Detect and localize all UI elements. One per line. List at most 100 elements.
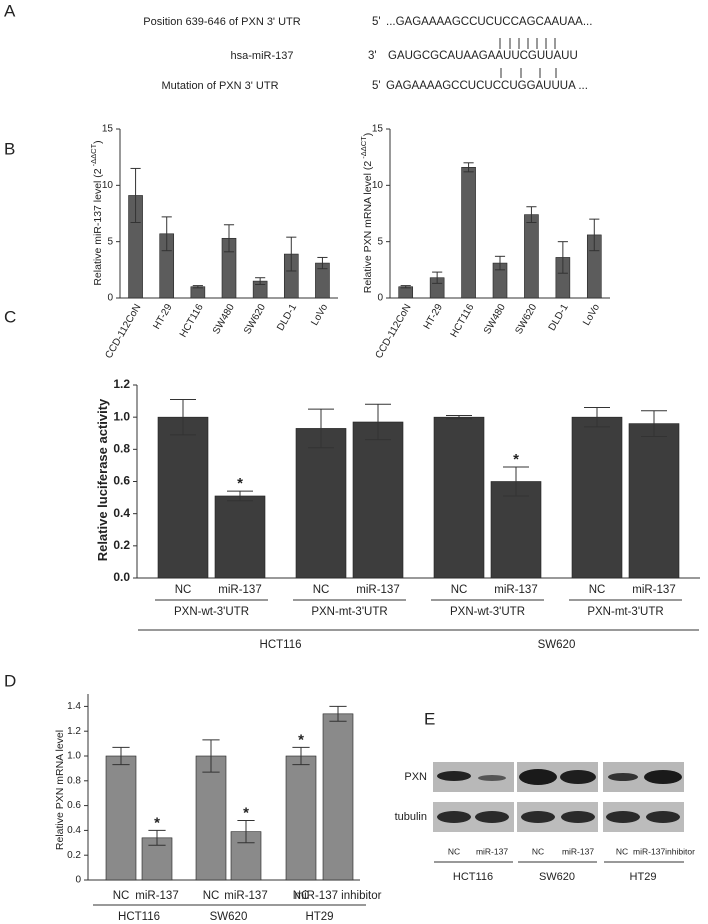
- y-tick-label: 0.2: [67, 850, 81, 861]
- x-tick-label: NC: [589, 584, 606, 596]
- x-tick-label: NC: [203, 890, 220, 902]
- error-bar: [329, 705, 347, 722]
- x-tick-label: HT-29: [422, 302, 445, 331]
- bar: [105, 755, 137, 881]
- y-tick-label: 10: [372, 180, 384, 191]
- y-axis-label-end: ): [362, 133, 374, 137]
- bar: [490, 481, 542, 579]
- x-tick-label: miR-137: [494, 584, 537, 596]
- error-bar: [400, 285, 411, 289]
- y-axis-label: Relative PXN mRNA level: [54, 730, 66, 850]
- y-axis-label: Relative miR-137 level (2 -ΔΔCT): [89, 140, 104, 285]
- bar: [190, 286, 206, 299]
- error-bar: [255, 277, 266, 285]
- error-bar: [227, 490, 253, 502]
- group-label: HCT116: [453, 871, 493, 883]
- y-axis-label-text: Relative PXN mRNA level (2: [362, 161, 374, 294]
- sequence: GAUGCGCAUAAGAAUUCGUUAUU: [388, 50, 578, 62]
- y-axis-label-end: ): [92, 140, 104, 144]
- y-tick-label: 1.4: [67, 701, 81, 712]
- error-bar: [494, 255, 506, 271]
- sequence-label: Mutation of PXN 3' UTR: [161, 80, 278, 92]
- supergroup-label: SW620: [538, 639, 576, 651]
- y-tick-label: 5: [107, 236, 113, 247]
- blot-row-label: tubulin: [395, 811, 427, 823]
- error-bar: [202, 739, 220, 773]
- panel-label: D: [4, 671, 16, 690]
- x-tick-label: miR-137 inhibitor: [295, 890, 382, 902]
- error-bar: [170, 398, 196, 436]
- y-tick-label: 0.4: [67, 825, 81, 836]
- bar: [214, 495, 266, 579]
- bar: [398, 286, 414, 299]
- error-bar: [161, 216, 172, 252]
- significance-mark: *: [513, 451, 519, 468]
- panel-label: B: [4, 139, 15, 158]
- sequence-end: 5': [372, 80, 381, 92]
- y-tick-label: 15: [102, 124, 114, 135]
- lane-label: NC: [616, 846, 628, 856]
- significance-mark: *: [154, 814, 160, 831]
- x-tick-label: LoVo: [581, 302, 602, 328]
- y-tick-label: 0.6: [67, 800, 81, 811]
- y-tick-label: 5: [377, 236, 383, 247]
- western-blot: [433, 762, 684, 832]
- panel-label: C: [4, 307, 16, 326]
- error-bar: [130, 167, 141, 224]
- bar: [461, 167, 476, 299]
- y-axis-label: Relative luciferase activity: [95, 398, 110, 561]
- y-axis-label-text: Relative luciferase activity: [95, 398, 110, 561]
- group-label: HT29: [305, 911, 333, 923]
- bar: [295, 428, 347, 579]
- sequence-label: Position 639-646 of PXN 3' UTR: [143, 16, 300, 28]
- x-tick-label: NC: [451, 584, 468, 596]
- error-bar: [286, 236, 297, 272]
- error-bar: [223, 224, 235, 253]
- error-bar: [308, 408, 334, 449]
- error-bar: [446, 415, 472, 420]
- group-label: PXN-wt-3'UTR: [174, 606, 249, 618]
- significance-mark: *: [298, 731, 304, 748]
- y-tick-label: 10: [102, 180, 114, 191]
- bar: [571, 416, 623, 579]
- error-bar: [365, 403, 391, 441]
- x-tick-label: HT-29: [151, 302, 174, 331]
- blot-row-label: PXN: [404, 771, 427, 783]
- panel-label: A: [4, 1, 16, 20]
- y-axis-label-text: Relative miR-137 level (2: [92, 168, 104, 285]
- lane-label: miR-137: [476, 846, 508, 856]
- error-bar: [292, 746, 310, 766]
- error-bar: [112, 746, 130, 766]
- x-tick-label: DLD-1: [547, 302, 571, 333]
- x-tick-label: miR-137: [224, 890, 267, 902]
- error-bar: [237, 819, 255, 844]
- y-tick-label: 1.0: [113, 409, 130, 423]
- group-label: SW620: [539, 871, 575, 883]
- error-bar: [584, 407, 610, 428]
- y-tick-label: 0: [377, 293, 383, 304]
- significance-mark: *: [243, 804, 249, 821]
- group-label: PXN-mt-3'UTR: [587, 606, 663, 618]
- supergroup-label: HCT116: [260, 639, 302, 651]
- group-label: HT29: [630, 871, 657, 883]
- significance-mark: *: [237, 475, 243, 492]
- lane-label: NC: [448, 846, 460, 856]
- group-label: PXN-mt-3'UTR: [311, 606, 387, 618]
- bar: [322, 713, 354, 881]
- y-tick-label: 0.8: [67, 775, 81, 786]
- x-tick-label: LoVo: [309, 302, 330, 328]
- y-axis-label: Relative PXN mRNA level (2 -ΔΔCT): [359, 133, 374, 293]
- y-tick-label: 0.2: [113, 538, 130, 552]
- x-tick-label: miR-137: [632, 584, 675, 596]
- lane-label: miR-137inhibitor: [633, 846, 695, 856]
- x-tick-label: HCT116: [449, 302, 477, 339]
- sequence: GAGAAAAGCCUCUCCUGGAUUUA ...: [386, 80, 588, 92]
- y-tick-label: 0.8: [113, 442, 130, 456]
- y-axis-label-sup: -ΔΔCT: [89, 143, 98, 166]
- y-tick-label: 1.0: [67, 751, 81, 762]
- x-tick-label: NC: [293, 890, 310, 902]
- error-bar: [557, 241, 568, 274]
- bar: [157, 416, 209, 579]
